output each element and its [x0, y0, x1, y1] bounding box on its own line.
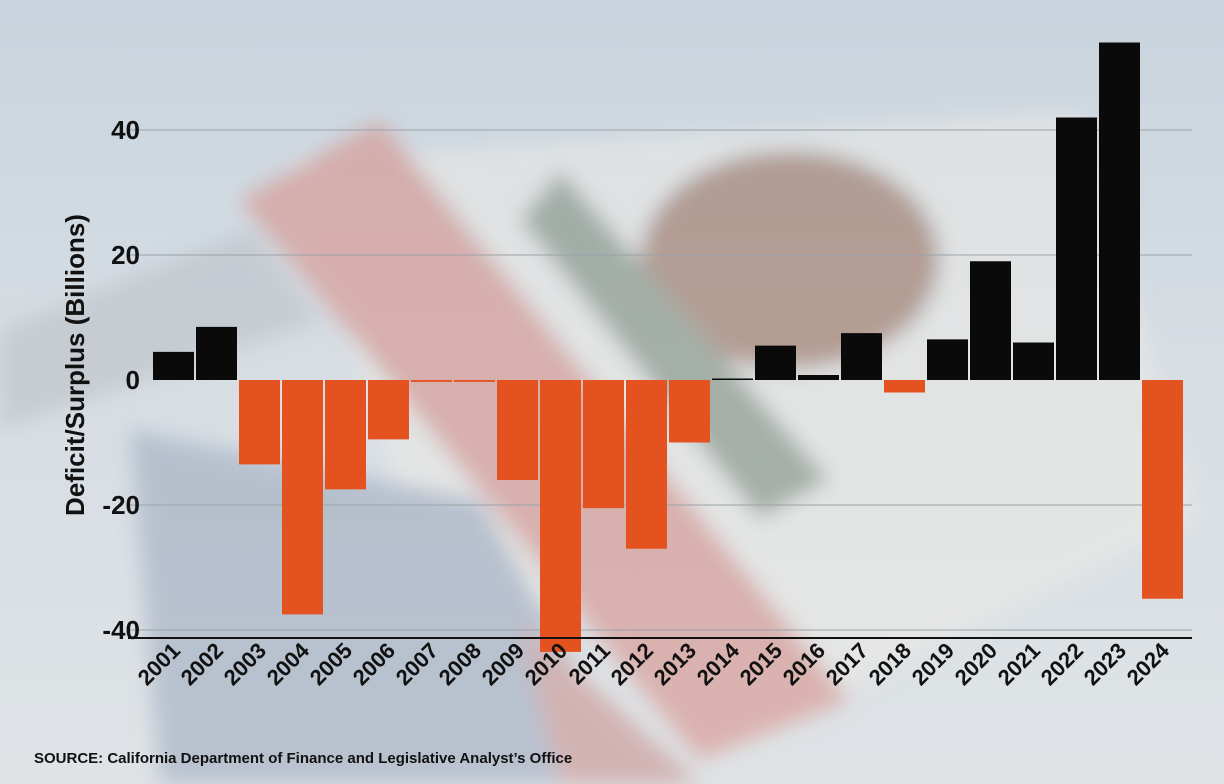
x-tick-label: 2005: [305, 638, 357, 690]
bar-2009: [497, 380, 538, 480]
bar-2016: [798, 375, 839, 380]
bar-2006: [368, 380, 409, 440]
bar-2013: [669, 380, 710, 443]
x-tick-label: 2006: [348, 638, 400, 690]
bar-2004: [282, 380, 323, 615]
y-tick-label: 40: [111, 115, 140, 145]
bar-2002: [196, 326, 237, 380]
x-tick-label: 2012: [606, 638, 658, 690]
bar-2017: [841, 333, 882, 380]
y-tick-labels: 40 20 0 -20 -40: [102, 115, 140, 645]
bar-2008: [454, 380, 495, 382]
bar-2011: [583, 380, 624, 509]
x-tick-label: 2024: [1122, 637, 1175, 690]
x-tick-label: 2004: [262, 637, 315, 690]
x-tick-label: 2022: [1036, 638, 1088, 690]
x-tick-label: 2014: [692, 637, 745, 690]
bar-2012: [626, 380, 667, 549]
bar-2020: [970, 261, 1011, 380]
y-tick-label: -40: [102, 615, 140, 645]
x-tick-label: 2002: [176, 638, 228, 690]
x-tick-label: 2001: [133, 638, 185, 690]
y-axis-label: Deficit/Surplus (Billions): [60, 214, 90, 516]
x-tick-label: 2019: [907, 638, 959, 690]
bar-2015: [755, 345, 796, 380]
x-tick-label: 2017: [821, 638, 873, 690]
bar-2007: [411, 380, 452, 382]
bar-2024: [1142, 380, 1183, 599]
x-tick-label: 2021: [993, 638, 1045, 690]
x-tick-label: 2009: [477, 638, 529, 690]
bar-2010: [540, 380, 581, 652]
x-tick-label: 2013: [649, 638, 701, 690]
x-tick-label: 2008: [434, 638, 486, 690]
bar-2023: [1099, 42, 1140, 380]
source-note: SOURCE: California Department of Finance…: [34, 750, 573, 767]
x-tick-label: 2007: [391, 638, 443, 690]
y-tick-label: -20: [102, 490, 140, 520]
y-tick-label: 0: [126, 365, 140, 395]
bar-2001: [153, 351, 194, 380]
x-tick-labels: 2001200220032004200520062007200820092010…: [133, 637, 1175, 690]
bar-2003: [239, 380, 280, 465]
bar-2014: [712, 378, 753, 380]
bars: [153, 42, 1183, 652]
x-tick-label: 2018: [864, 638, 916, 690]
bar-2018: [884, 380, 925, 393]
x-tick-label: 2023: [1079, 638, 1131, 690]
y-tick-label: 20: [111, 240, 140, 270]
bar-2022: [1056, 117, 1097, 380]
bar-2021: [1013, 342, 1054, 380]
bar-2005: [325, 380, 366, 490]
x-tick-label: 2015: [735, 638, 787, 690]
x-tick-label: 2016: [778, 638, 830, 690]
x-tick-label: 2003: [219, 638, 271, 690]
bar-2019: [927, 339, 968, 380]
x-tick-label: 2020: [950, 638, 1002, 690]
